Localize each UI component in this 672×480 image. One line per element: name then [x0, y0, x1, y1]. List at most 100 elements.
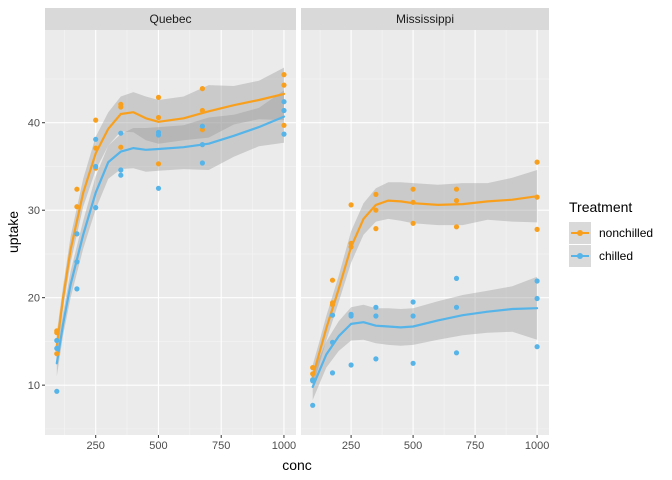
data-point-chilled — [54, 388, 60, 394]
data-point-nonchilled — [54, 351, 60, 357]
data-point-chilled — [93, 205, 99, 211]
facet-quebec: Quebec — [45, 8, 296, 435]
y-axis: 10 20 30 40 — [28, 118, 45, 392]
data-point-chilled — [410, 313, 416, 319]
x-tick-label: 250 — [87, 440, 105, 452]
data-point-chilled — [155, 129, 162, 135]
data-point-chilled — [534, 278, 540, 284]
data-point-nonchilled — [373, 191, 379, 197]
data-point-nonchilled — [410, 186, 416, 192]
data-point-chilled — [373, 313, 379, 319]
data-point-chilled — [410, 360, 416, 366]
data-point-nonchilled — [118, 101, 124, 107]
confidence-bands-mississippi — [312, 170, 538, 400]
data-point-nonchilled — [281, 122, 287, 128]
data-point-chilled — [348, 311, 354, 317]
data-point-chilled — [373, 356, 379, 362]
data-point-nonchilled — [199, 86, 205, 92]
legend-key-point-chilled — [577, 253, 583, 259]
data-point-chilled — [453, 350, 460, 356]
confidence-band-nonchilled — [56, 67, 284, 359]
data-point-chilled — [155, 185, 162, 191]
strip-quebec — [45, 8, 296, 30]
data-point-nonchilled — [534, 159, 540, 165]
data-point-nonchilled — [453, 198, 460, 204]
data-point-nonchilled — [155, 161, 162, 167]
data-point-nonchilled — [534, 226, 540, 232]
data-point-chilled — [534, 344, 540, 350]
data-point-chilled — [74, 231, 80, 237]
strip-label-mississippi: Mississippi — [396, 12, 454, 26]
data-point-chilled — [199, 160, 205, 166]
data-point-chilled — [93, 136, 99, 142]
data-point-nonchilled — [199, 107, 205, 114]
x-tick-label: 750 — [466, 440, 484, 452]
strip-label-quebec: Quebec — [149, 12, 191, 26]
data-point-chilled — [453, 275, 460, 281]
confidence-band-chilled — [56, 90, 284, 377]
x-tick-label: 750 — [212, 440, 230, 452]
data-point-chilled — [329, 370, 336, 376]
data-point-nonchilled — [348, 244, 354, 250]
data-point-nonchilled — [348, 202, 354, 208]
data-point-nonchilled — [453, 224, 460, 230]
data-point-nonchilled — [281, 82, 287, 88]
y-tick-label: 40 — [28, 118, 40, 130]
data-point-chilled — [93, 163, 99, 170]
data-point-nonchilled — [155, 94, 162, 100]
x-axis-title: conc — [282, 457, 312, 473]
data-point-chilled — [348, 362, 354, 368]
data-point-chilled — [199, 142, 205, 148]
data-point-nonchilled — [281, 72, 287, 78]
points-mississippi — [310, 159, 540, 408]
x-axis-quebec: 250 500 750 1000 — [87, 435, 296, 452]
x-tick-label: 250 — [342, 440, 360, 452]
data-point-chilled — [118, 130, 124, 136]
data-point-nonchilled — [74, 204, 80, 210]
legend-label-chilled: chilled — [599, 249, 633, 263]
legend-label-nonchilled: nonchilled — [599, 226, 653, 240]
data-point-chilled — [310, 377, 316, 383]
confidence-band-nonchilled — [312, 170, 538, 388]
data-point-nonchilled — [74, 186, 80, 192]
data-point-chilled — [118, 172, 124, 178]
smooth-line-chilled — [311, 307, 539, 388]
panel-mississippi — [301, 30, 549, 435]
data-point-chilled — [74, 259, 80, 265]
legend: Treatment nonchilled chilled — [569, 199, 653, 267]
points-quebec — [54, 72, 287, 394]
confidence-band-chilled — [312, 276, 538, 400]
legend-item-chilled: chilled — [569, 245, 633, 267]
data-point-nonchilled — [329, 300, 336, 306]
smooth-line-nonchilled — [55, 92, 286, 347]
data-point-nonchilled — [118, 144, 124, 150]
data-point-chilled — [373, 304, 379, 310]
x-tick-label: 500 — [404, 440, 422, 452]
legend-key-point-nonchilled — [577, 230, 583, 236]
data-point-nonchilled — [410, 220, 416, 226]
data-point-nonchilled — [310, 365, 316, 371]
confidence-bands-quebec — [56, 67, 284, 377]
smooth-lines-quebec — [55, 92, 286, 365]
data-point-chilled — [281, 107, 287, 114]
data-point-chilled — [410, 299, 416, 305]
data-point-chilled — [310, 402, 316, 408]
data-point-nonchilled — [329, 277, 336, 283]
data-point-chilled — [329, 339, 336, 345]
data-point-nonchilled — [373, 226, 379, 232]
x-tick-label: 1000 — [272, 440, 296, 452]
y-tick-label: 20 — [28, 293, 40, 305]
gridlines-mississippi — [301, 30, 549, 435]
data-point-chilled — [329, 312, 336, 318]
strip-mississippi — [301, 8, 549, 30]
data-point-chilled — [54, 345, 60, 351]
data-point-chilled — [199, 123, 205, 129]
x-tick-label: 1000 — [525, 440, 549, 452]
y-axis-title: uptake — [5, 211, 21, 253]
data-point-nonchilled — [453, 186, 460, 192]
data-point-nonchilled — [534, 194, 540, 200]
legend-item-nonchilled: nonchilled — [569, 222, 653, 244]
data-point-nonchilled — [310, 371, 316, 377]
data-point-nonchilled — [410, 199, 416, 205]
